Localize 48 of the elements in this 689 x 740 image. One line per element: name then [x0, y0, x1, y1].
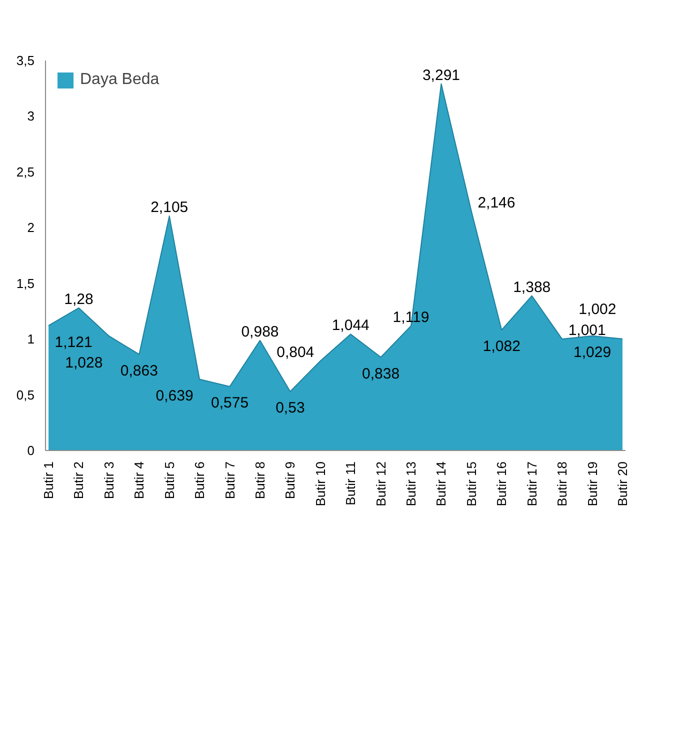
data-label: 0,804 — [276, 344, 314, 361]
x-tick-label: Butir 8 — [252, 461, 268, 500]
x-tick-label: Butir 15 — [464, 461, 479, 506]
data-label: 1,044 — [332, 317, 370, 334]
x-tick-label: Butir 19 — [584, 461, 600, 506]
data-label: 0,838 — [362, 365, 400, 382]
x-tick-label: Butir 3 — [101, 461, 116, 500]
x-tick-label: Butir 11 — [343, 461, 358, 506]
data-label: 0,575 — [211, 394, 249, 412]
x-tick-label: Butir 18 — [554, 461, 570, 506]
y-tick-label: 3,5 — [16, 53, 35, 68]
x-tick-label: Butir 16 — [494, 461, 510, 506]
y-tick-label: 3 — [27, 108, 35, 124]
x-tick-label: Butir 14 — [434, 461, 449, 506]
data-label: 0,53 — [276, 400, 305, 417]
data-label: 1,388 — [513, 278, 551, 296]
y-tick-label: 0,5 — [16, 387, 35, 402]
data-label: 2,146 — [478, 194, 516, 212]
x-tick-label: Butir 17 — [524, 461, 540, 506]
data-label: 0,988 — [241, 323, 279, 340]
x-tick-label: Butir 4 — [132, 461, 147, 500]
x-tick-label: Butir 5 — [162, 461, 177, 500]
x-tick-label: Butir 20 — [614, 461, 630, 506]
data-label: 1,28 — [64, 290, 94, 308]
data-label: 1,001 — [568, 322, 606, 339]
data-label: 1,029 — [574, 344, 612, 362]
data-label: 1,121 — [54, 334, 92, 351]
legend-label: Daya Beda — [80, 71, 160, 89]
x-tick-label: Butir 1 — [41, 461, 56, 500]
x-tick-label: Butir 7 — [222, 461, 238, 500]
data-label: 1,002 — [578, 301, 616, 318]
data-label: 1,082 — [482, 338, 520, 356]
y-tick-label: 2 — [27, 220, 35, 236]
y-tick-label: 1,5 — [16, 276, 35, 291]
data-label: 2,105 — [150, 198, 188, 216]
data-label: 0,639 — [156, 388, 194, 405]
y-tick-label: 0 — [27, 443, 35, 458]
x-tick-label: Butir 9 — [282, 461, 298, 500]
data-label: 0,863 — [120, 362, 158, 380]
y-tick-label: 2,5 — [16, 164, 35, 180]
x-tick-label: Butir 13 — [404, 461, 419, 506]
x-tick-label: Butir 2 — [71, 461, 86, 500]
y-tick-label: 1 — [27, 332, 35, 347]
x-tick-label: Butir 10 — [312, 461, 328, 506]
x-tick-label: Butir 12 — [373, 461, 388, 506]
x-tick-label: Butir 6 — [192, 461, 208, 500]
data-label: 3,291 — [422, 66, 460, 84]
data-label: 1,028 — [65, 354, 103, 372]
